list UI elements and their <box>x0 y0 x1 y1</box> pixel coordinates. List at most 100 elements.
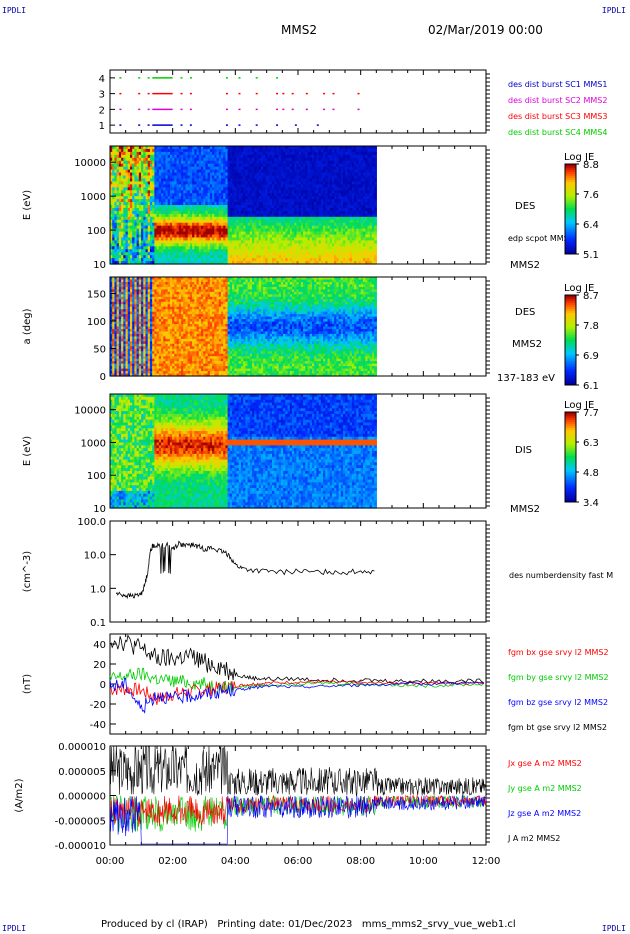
y-tick-label: 10.0 <box>84 551 106 562</box>
x-tick-label: 12:00 <box>472 856 501 867</box>
y-tick-label: 100 <box>87 471 106 482</box>
colorbar-cell <box>565 444 576 446</box>
colorbar-cell <box>565 486 576 488</box>
colorbar-cell <box>565 470 576 472</box>
y-tick-label: 20 <box>93 660 106 671</box>
colorbar-cell <box>565 228 576 230</box>
colorbar-cell <box>565 331 576 333</box>
colorbar-cell <box>565 319 576 321</box>
y-axis-label: E (eV) <box>22 436 33 466</box>
panel-label: DES <box>515 307 535 318</box>
colorbar-tick-label: 5.1 <box>583 250 599 261</box>
colorbar-cell <box>565 377 576 379</box>
y-tick-label: 10000 <box>74 406 106 417</box>
colorbar-cell <box>565 414 576 416</box>
y-tick-label: 3 <box>99 90 105 101</box>
colorbar-cell <box>565 474 576 476</box>
colorbar-tick-label: 3.4 <box>583 498 599 509</box>
y-tick-label: 0.000005 <box>58 767 106 778</box>
colorbar-cell <box>565 422 576 424</box>
x-tick-label: 08:00 <box>346 856 375 867</box>
y-axis-label: a (deg) <box>22 308 33 344</box>
y-tick-label: 0.1 <box>90 618 106 629</box>
colorbar-cell <box>565 351 576 353</box>
colorbar-tick-label: 6.3 <box>583 438 599 449</box>
colorbar-cell <box>565 226 576 228</box>
colorbar-cell <box>565 244 576 246</box>
colorbar-cell <box>565 434 576 436</box>
colorbar-cell <box>565 325 576 327</box>
colorbar-cell <box>565 450 576 452</box>
colorbar-cell <box>565 420 576 422</box>
colorbar-tick-label: 6.4 <box>583 220 599 231</box>
colorbar-cell <box>565 468 576 470</box>
y-tick-label: 1000 <box>81 438 106 449</box>
colorbar-cell <box>565 168 576 170</box>
colorbar-tick-label: 8.8 <box>583 160 599 171</box>
y-tick-label: 100.0 <box>77 517 106 528</box>
colorbar-cell <box>565 416 576 418</box>
colorbar-cell <box>565 440 576 442</box>
spectrogram-cells <box>110 146 377 265</box>
colorbar-cell <box>565 428 576 430</box>
y-tick-label: 100 <box>87 317 106 328</box>
colorbar-cell <box>565 208 576 210</box>
y-tick-label: 10 <box>93 260 106 271</box>
legend-bfield-entry: fgm bt gse srvy l2 MMS2 <box>508 723 607 732</box>
colorbar-cell <box>565 494 576 496</box>
colorbar-cell <box>565 240 576 242</box>
colorbar-cell <box>565 305 576 307</box>
colorbar-cell <box>565 184 576 186</box>
colorbar-cell <box>565 242 576 244</box>
y-tick-label: -40 <box>90 720 106 731</box>
colorbar-cell <box>565 345 576 347</box>
colorbar-cell <box>565 224 576 226</box>
colorbar-cell <box>565 216 576 218</box>
current-line <box>110 746 486 796</box>
colorbar-cell <box>565 323 576 325</box>
colorbar-tick-label: 6.1 <box>583 381 599 392</box>
colorbar-cell <box>565 182 576 184</box>
y-tick-label: -0.000005 <box>55 816 106 827</box>
colorbar-cell <box>565 297 576 299</box>
colorbar-cell <box>565 329 576 331</box>
colorbar-cell <box>565 299 576 301</box>
colorbar-cell <box>565 418 576 420</box>
panel-frame-5 <box>110 521 486 622</box>
panel-frame-7 <box>110 746 486 845</box>
colorbar-tick-label: 6.9 <box>583 351 599 362</box>
colorbar-cell <box>565 170 576 172</box>
y-tick-label: 0.000010 <box>58 742 106 753</box>
y-tick-label: 0.000000 <box>58 792 106 803</box>
colorbar-cell <box>565 371 576 373</box>
colorbar-cell <box>565 327 576 329</box>
colorbar-cell <box>565 349 576 351</box>
colorbar-cell <box>565 333 576 335</box>
colorbar-cell <box>565 250 576 252</box>
y-tick-label: 1 <box>99 121 105 132</box>
colorbar-cell <box>565 232 576 234</box>
colorbar-cell <box>565 373 576 375</box>
panel-label: DES <box>515 201 535 212</box>
y-tick-label: 40 <box>93 640 106 651</box>
colorbar-cell <box>565 472 576 474</box>
colorbar-cell <box>565 458 576 460</box>
legend-current-entry: Jx gse A m2 MMS2 <box>507 759 582 768</box>
y-tick-label: 10000 <box>74 158 106 169</box>
colorbar-cell <box>565 190 576 192</box>
panel-frame-6 <box>110 634 486 734</box>
colorbar-cell <box>565 361 576 363</box>
legend-bfield-entry: fgm bz gse srvy l2 MMS2 <box>508 698 608 707</box>
colorbar-cell <box>565 482 576 484</box>
colorbar-cell <box>565 172 576 174</box>
colorbar-cell <box>565 192 576 194</box>
colorbar-tick-label: 7.6 <box>583 190 599 201</box>
colorbar-cell <box>565 222 576 224</box>
colorbar-cell <box>565 365 576 367</box>
y-tick-label: 1.0 <box>90 584 106 595</box>
y-tick-label: 0 <box>100 372 106 383</box>
colorbar-cell <box>565 381 576 383</box>
colorbar-cell <box>565 198 576 200</box>
colorbar-cell <box>565 214 576 216</box>
colorbar-cell <box>565 484 576 486</box>
